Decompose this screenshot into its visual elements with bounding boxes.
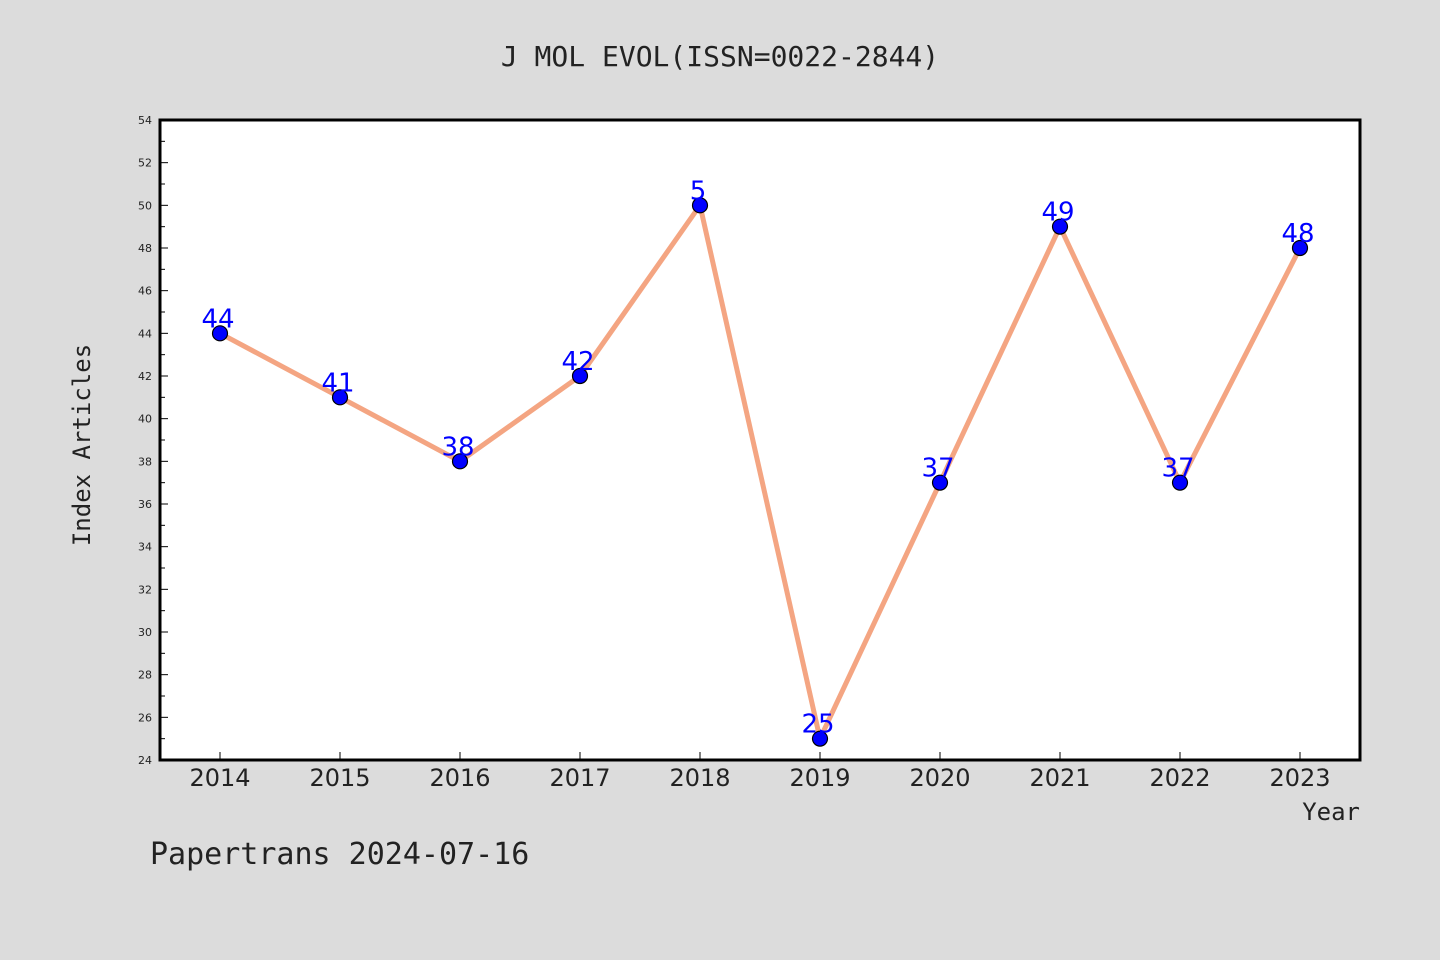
data-point <box>451 453 469 470</box>
series-path <box>217 202 1303 742</box>
series-line <box>217 202 1303 742</box>
y-tick-label: 30 <box>138 626 152 639</box>
y-axis: 24 26 28 30 32 34 36 38 40 42 44 46 48 50 52 54 <box>138 114 168 767</box>
data-label: 42 <box>561 347 594 377</box>
plot-area <box>158 118 1362 762</box>
data-point <box>811 730 829 747</box>
x-tick-label: 2017 <box>549 764 610 792</box>
data-label: 37 <box>921 454 954 484</box>
data-point <box>691 197 709 214</box>
y-tick-label: 54 <box>138 114 152 127</box>
x-tick-label: 2021 <box>1029 764 1090 792</box>
data-label: 25 <box>801 710 834 740</box>
data-label: 49 <box>1041 198 1074 228</box>
data-point <box>1171 474 1189 491</box>
y-tick-label: 28 <box>138 669 152 682</box>
y-tick-label: 24 <box>138 754 152 767</box>
y-tick-label: 26 <box>138 711 152 724</box>
x-tick-label: 2018 <box>669 764 730 792</box>
y-tick-label: 44 <box>138 327 152 340</box>
y-tick-label: 34 <box>138 541 152 554</box>
data-label: 37 <box>1161 454 1194 484</box>
data-point <box>211 325 229 342</box>
data-label: 41 <box>321 368 354 398</box>
x-tick-label: 2015 <box>309 764 370 792</box>
x-tick-label: 2022 <box>1149 764 1210 792</box>
data-label: 48 <box>1281 219 1314 249</box>
data-point <box>1051 218 1069 235</box>
x-tick-label: 2020 <box>909 764 970 792</box>
x-tick-label: 2019 <box>789 764 850 792</box>
data-points <box>211 197 1309 747</box>
data-point <box>331 389 349 406</box>
data-point <box>931 474 949 491</box>
data-point <box>571 367 589 385</box>
y-tick-label: 48 <box>138 242 152 255</box>
y-tick-label: 46 <box>138 285 152 298</box>
x-tick-label: 2014 <box>189 764 250 792</box>
y-axis-label: Index Articles <box>68 344 96 546</box>
y-tick-label: 40 <box>138 413 152 426</box>
x-axis-label: Year <box>1302 798 1360 826</box>
x-tick-label: 2016 <box>429 764 490 792</box>
y-tick-label: 42 <box>138 370 152 383</box>
chart-title: J MOL EVOL(ISSN=0022-2844) <box>501 40 939 73</box>
data-point <box>1291 239 1309 257</box>
y-tick-label: 38 <box>138 455 152 468</box>
y-tick-label: 52 <box>138 157 152 170</box>
data-label: 38 <box>441 432 474 462</box>
y-tick-label: 32 <box>138 583 152 596</box>
y-tick-label: 36 <box>138 498 152 511</box>
y-tick-label: 50 <box>138 199 152 212</box>
data-label: 44 <box>201 304 234 334</box>
data-labels: 44 41 38 42 5 25 37 49 37 48 <box>201 176 1314 739</box>
data-label: 5 <box>690 176 707 206</box>
x-tick-label: 2023 <box>1269 764 1330 792</box>
x-axis: 2014 2015 2016 2017 2018 2019 2020 2021 2022 2023 <box>189 752 1331 792</box>
footer-text: Papertrans 2024-07-16 <box>150 837 529 872</box>
